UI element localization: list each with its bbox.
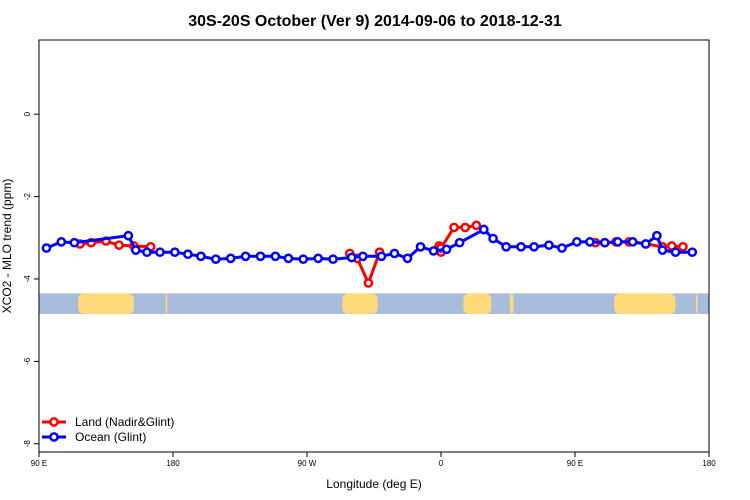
ocean-point-0-2	[69, 237, 80, 248]
ocean-point-0-21	[376, 251, 387, 262]
ocean-point-0-29	[488, 233, 498, 244]
ocean-point-0-44	[687, 247, 698, 258]
x-tick-label-0: 90 E	[31, 459, 47, 468]
legend-label-0: Land (Nadir&Glint)	[75, 415, 174, 429]
x-tick-label-3: 0	[439, 459, 444, 468]
land-ocean-strip	[39, 293, 709, 314]
ocean-point-0-17	[313, 253, 324, 264]
ocean-point-0-27	[454, 237, 465, 248]
ocean-point-0-38	[612, 237, 623, 247]
ocean-point-0-41	[652, 230, 662, 241]
plot-frame	[38, 39, 710, 453]
ocean-point-0-6	[155, 247, 165, 258]
ocean-point-0-19	[346, 252, 357, 263]
x-axis-label: Longitude (deg E)	[326, 477, 421, 491]
ocean-point-0-37	[599, 237, 610, 248]
ocean-point-0-12	[240, 251, 251, 262]
ocean-point-0-9	[196, 251, 206, 262]
ocean-point-0-7	[170, 247, 180, 258]
ocean-point-0-31	[516, 241, 526, 252]
x-axis: 90 E 180 90 W 0 90 E 180	[31, 452, 716, 468]
ocean-point-0-8	[183, 249, 193, 260]
land-point-2-3	[449, 222, 459, 233]
ocean-point-0-11	[225, 253, 236, 264]
land-point-2-5	[471, 220, 482, 231]
y-tick-label-1: -2	[23, 192, 32, 200]
ocean-point-0-23	[402, 253, 413, 264]
ocean-point-0-40	[640, 239, 651, 249]
chart-title: 30S-20S October (Ver 9) 2014-09-06 to 20…	[188, 13, 562, 30]
legend-marker-1	[49, 432, 59, 442]
land-patch-6	[695, 293, 698, 314]
legend-label-1: Ocean (Glint)	[75, 430, 146, 444]
ocean-point-0-35	[572, 237, 582, 247]
ocean-point-0-10	[210, 254, 221, 265]
ocean-point-0-1	[56, 237, 67, 247]
x-tick-label-4: 90 E	[567, 459, 583, 468]
legend: Land (Nadir&Glint)Ocean (Glint)	[42, 415, 174, 444]
land-patch-1	[165, 293, 168, 314]
ocean-point-0-22	[389, 248, 400, 259]
ocean-point-0-13	[255, 251, 266, 262]
ocean-point-0-4	[130, 245, 141, 255]
land-point-1-2	[363, 278, 374, 288]
land-patch-4	[509, 293, 514, 314]
land-patch-5	[614, 293, 676, 314]
ocean-point-0-18	[328, 254, 338, 265]
x-tick-label-1: 180	[166, 459, 180, 468]
y-axis: 0 -2 -4 -6 -8	[23, 111, 39, 447]
ocean-point-0-34	[557, 243, 567, 253]
ocean-point-0-5	[142, 247, 152, 258]
y-axis-label: XCO2 - MLO trend (ppm)	[0, 179, 14, 314]
land-patch-3	[463, 293, 492, 314]
ocean-point-0-26	[441, 244, 452, 255]
y-tick-label-3: -6	[23, 357, 32, 365]
x-tick-label-2: 90 W	[298, 459, 317, 468]
land-patch-0	[78, 293, 134, 314]
ocean-point-0-25	[428, 246, 439, 256]
ocean-point-0-30	[501, 241, 511, 252]
x-tick-label-5: 180	[702, 459, 716, 468]
series-layer	[41, 220, 698, 288]
ocean-point-0-39	[627, 237, 638, 247]
ocean-point-0-20	[357, 251, 368, 262]
ocean-point-0-24	[415, 241, 426, 252]
ocean-point-0-42	[657, 245, 668, 255]
land-point-2-4	[460, 222, 471, 233]
land-point-0-3	[114, 240, 124, 251]
y-tick-label-0: 0	[23, 111, 32, 116]
ocean-point-0-14	[270, 251, 281, 262]
ocean-point-0-33	[544, 240, 554, 251]
y-tick-label-2: -4	[23, 275, 32, 283]
ocean-point-0-32	[529, 241, 539, 252]
ocean-point-0-28	[478, 224, 489, 235]
land-patch-2	[342, 293, 378, 314]
ocean-point-0-0	[41, 243, 52, 253]
ocean-point-0-36	[585, 237, 595, 247]
ocean-point-0-16	[298, 254, 309, 265]
ocean-point-0-43	[670, 247, 681, 258]
y-tick-label-4: -8	[23, 440, 32, 448]
legend-marker-0	[49, 417, 59, 427]
land-point-3-7	[678, 241, 688, 252]
ocean-point-0-3	[123, 230, 134, 241]
ocean-point-0-15	[283, 253, 294, 264]
